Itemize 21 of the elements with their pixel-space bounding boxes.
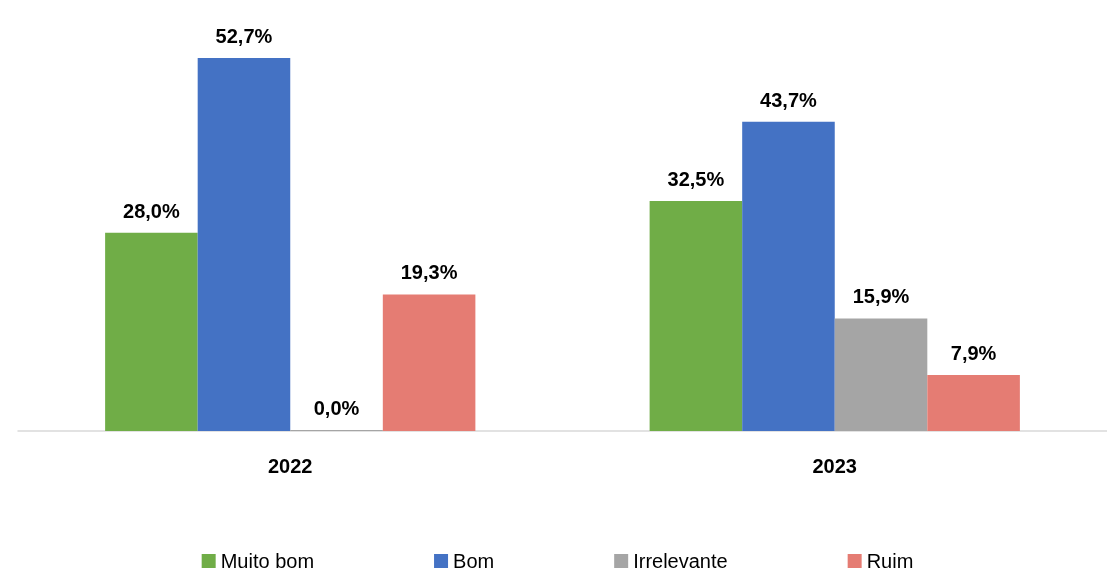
- legend-label: Bom: [453, 550, 495, 572]
- bar: [927, 375, 1020, 431]
- x-tick-label: 2023: [812, 455, 857, 477]
- data-label: 7,9%: [950, 342, 997, 365]
- data-label: 28,0%: [123, 199, 180, 222]
- data-label: 32,5%: [667, 167, 725, 190]
- bar: [105, 232, 198, 431]
- bar: [382, 294, 476, 431]
- x-tick-label: 2022: [268, 455, 313, 477]
- bar: [834, 318, 928, 431]
- data-label: 19,3%: [400, 261, 458, 284]
- data-label: 0,0%: [313, 397, 360, 419]
- data-label: 15,9%: [852, 285, 910, 308]
- legend-label: Irrelevante: [633, 550, 728, 572]
- bar: [742, 121, 835, 431]
- legend-label: Muito bom: [220, 550, 315, 572]
- data-label: 52,7%: [215, 25, 273, 47]
- bar: [649, 200, 743, 431]
- legend-label: Ruim: [866, 550, 914, 572]
- bar: [197, 58, 291, 431]
- data-label: 43,7%: [760, 88, 818, 111]
